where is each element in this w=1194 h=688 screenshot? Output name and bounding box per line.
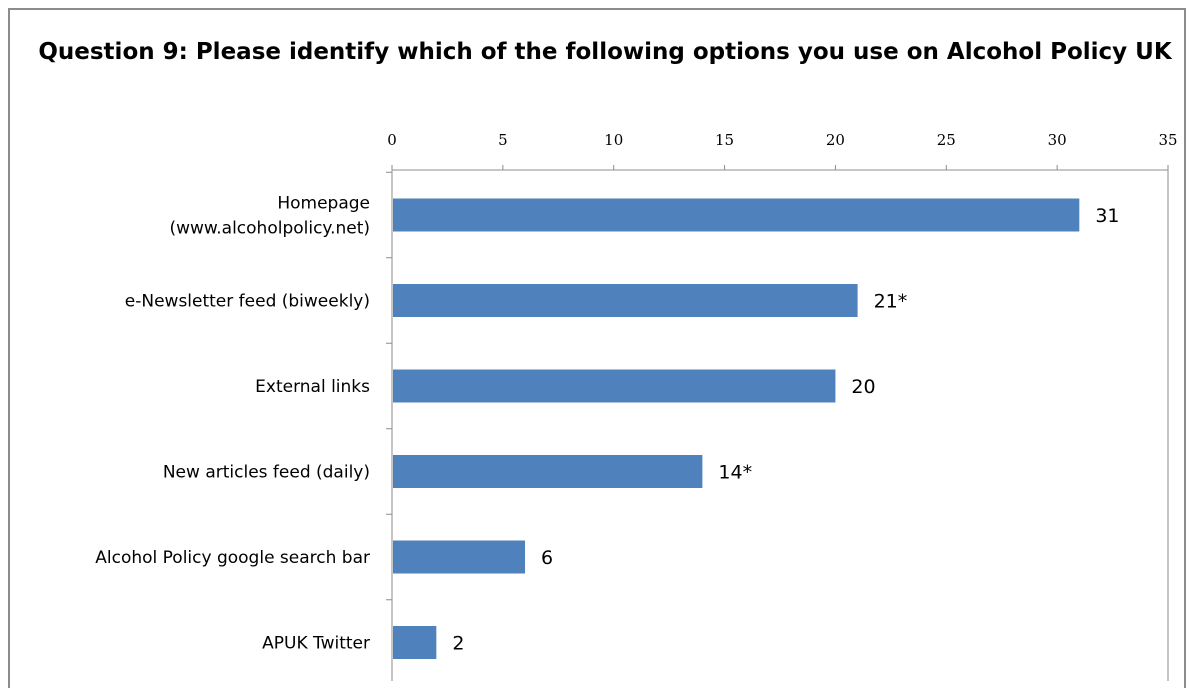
category-label: APUK Twitter — [262, 634, 370, 654]
bar — [393, 198, 1080, 232]
bar — [393, 455, 703, 488]
plot-area — [391, 169, 1169, 681]
category-label: New articles feed (daily) — [163, 463, 370, 483]
data-label: 6 — [541, 547, 553, 569]
x-tick-label: 25 — [937, 131, 956, 149]
x-tick-label: 20 — [826, 131, 845, 149]
x-tick-label: 0 — [387, 131, 397, 149]
data-label: 21* — [874, 291, 908, 313]
category-label: (www.alcoholpolicy.net) — [169, 219, 370, 239]
bar — [393, 626, 437, 659]
data-label: 14* — [718, 462, 752, 484]
category-label: e-Newsletter feed (biweekly) — [125, 292, 370, 312]
x-tick-label: 15 — [715, 131, 734, 149]
chart-title: Question 9: Please identify which of the… — [38, 39, 1172, 65]
data-label: 31 — [1095, 205, 1119, 227]
bar — [393, 284, 858, 317]
data-label: 2 — [452, 633, 464, 655]
x-tick-label: 35 — [1158, 131, 1177, 149]
category-label: Homepage — [277, 194, 370, 214]
x-tick-label: 30 — [1048, 131, 1067, 149]
data-label: 20 — [851, 376, 875, 398]
bar — [393, 540, 526, 574]
x-tick-label: 10 — [604, 131, 623, 149]
x-tick-label: 5 — [498, 131, 508, 149]
category-label: External links — [255, 377, 370, 397]
bar — [393, 369, 836, 403]
category-label: Alcohol Policy google search bar — [95, 548, 370, 568]
